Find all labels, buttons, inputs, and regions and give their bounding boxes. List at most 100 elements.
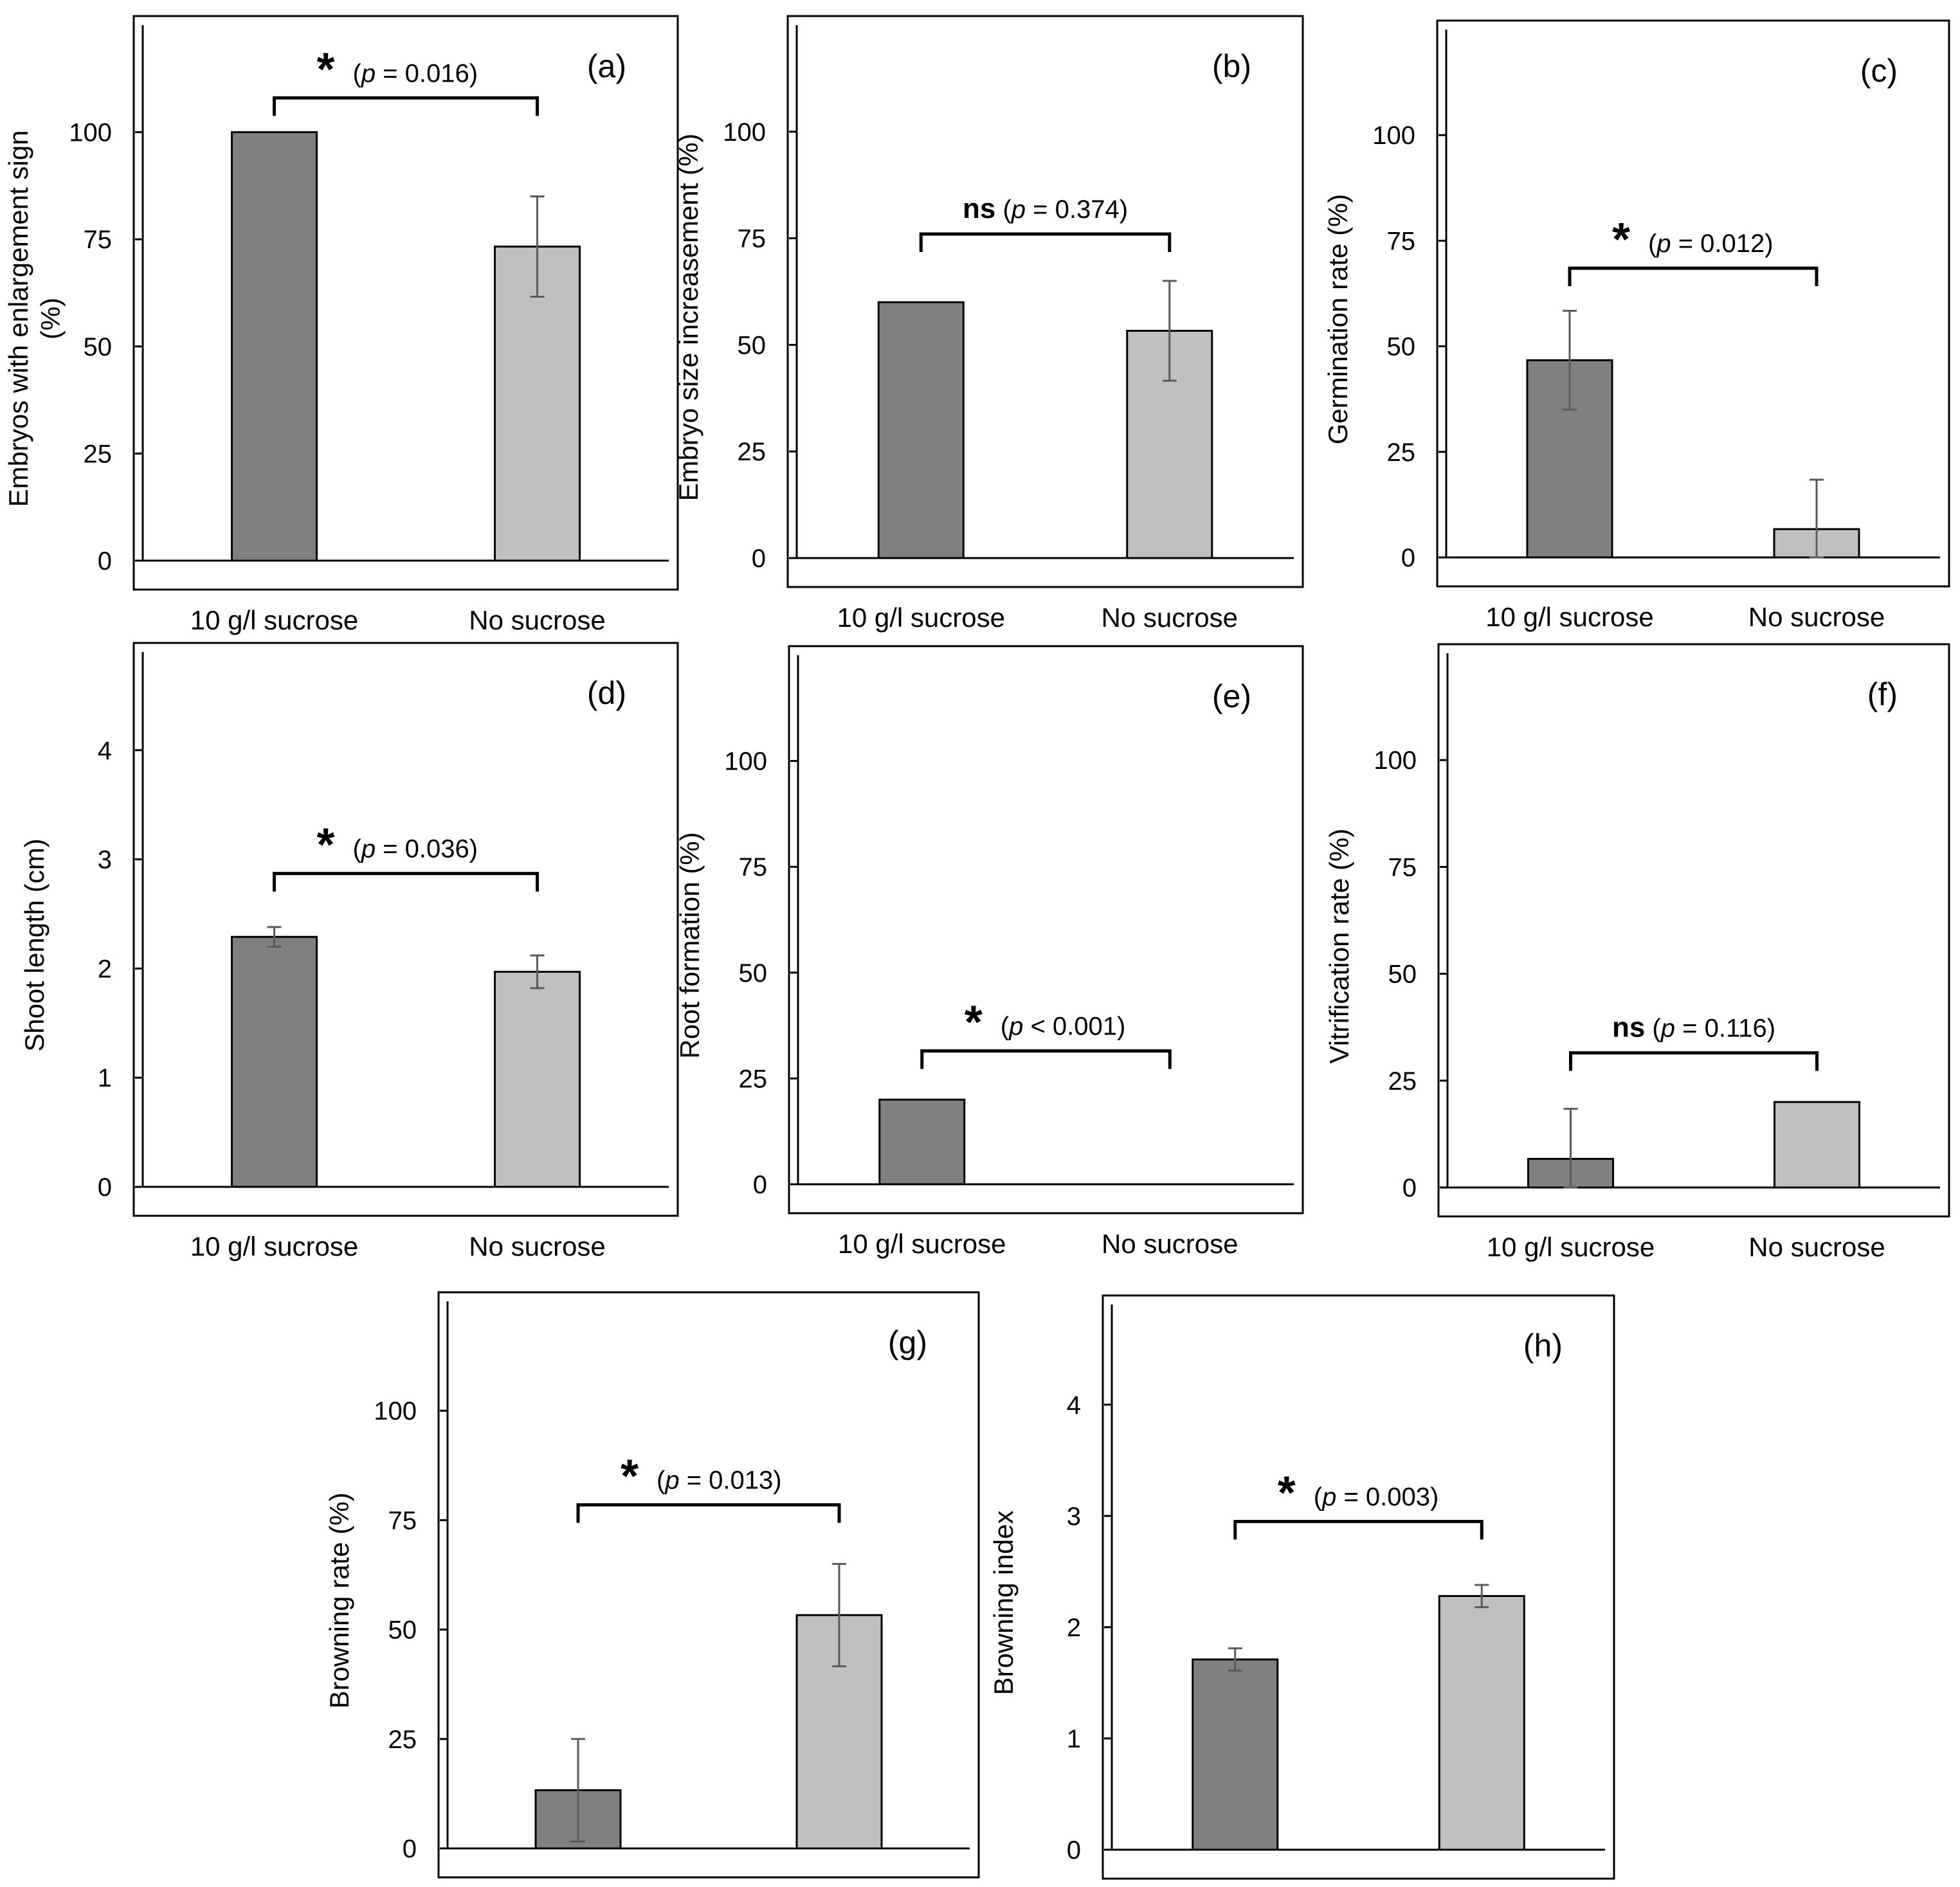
panel-c: 0 25 50 75 100 Germination rate (%) 10 g/l suc…	[1323, 19, 1950, 632]
bar-sucrose	[878, 1098, 966, 1186]
p-value-label: (p = 0.012)	[1648, 230, 1774, 258]
p-value-label: (p = 0.013)	[657, 1467, 782, 1495]
bar-no-sucrose	[1438, 1594, 1525, 1851]
y-axis-label: Embryos with enlargement sign	[3, 131, 33, 507]
y-tick-label: 50	[1387, 333, 1416, 361]
y-tick-label: 100	[1372, 122, 1415, 150]
category-label: 10 g/l sucrose	[190, 1231, 358, 1261]
chart-frame	[132, 642, 679, 1217]
y-tick-label: 75	[1388, 853, 1417, 881]
significance-bracket	[576, 1503, 841, 1523]
y-tick-label: 2	[98, 955, 112, 983]
chart-frame	[786, 15, 1304, 588]
bar-no-sucrose	[494, 246, 581, 562]
bar-sucrose	[231, 935, 318, 1188]
category-label: 10 g/l sucrose	[190, 605, 358, 635]
bar-no-sucrose	[494, 971, 581, 1188]
category-label: No sucrose	[1748, 1232, 1885, 1262]
panel-label: (b)	[1212, 48, 1251, 84]
y-axis-label: Embryo size increasement (%)	[673, 134, 703, 501]
y-tick-label: 100	[724, 748, 767, 776]
category-label: 10 g/l sucrose	[838, 1229, 1006, 1259]
significance-bracket	[273, 872, 539, 892]
y-tick-label: 3	[1067, 1503, 1081, 1531]
y-tick-label: 0	[403, 1835, 417, 1863]
y-tick-label: 75	[1387, 227, 1416, 255]
category-label: No sucrose	[469, 1231, 605, 1261]
bar-sucrose	[1192, 1658, 1279, 1851]
significance-bracket	[1568, 266, 1819, 287]
y-tick-label: 25	[1388, 1067, 1417, 1096]
y-axis-label: Root formation (%)	[675, 832, 705, 1058]
y-tick-label: 1	[1067, 1725, 1081, 1753]
panel-label: (d)	[587, 675, 626, 711]
significance-bracket	[919, 232, 1172, 252]
y-tick-label: 0	[1402, 1174, 1417, 1202]
y-tick-label: 0	[752, 545, 766, 573]
y-axis-label: Vitrification rate (%)	[1324, 829, 1354, 1064]
y-tick-label: 75	[388, 1506, 417, 1535]
significance-star: *	[1278, 1467, 1296, 1519]
y-tick-label: 25	[738, 438, 767, 466]
y-tick-label: 75	[738, 225, 767, 253]
p-value-label: (p = 0.016)	[353, 59, 478, 87]
panel-b: 0 25 50 75 100 Embryo size increasement (%) 10…	[673, 15, 1304, 633]
significance-star: *	[621, 1451, 639, 1503]
p-value-label: (p < 0.001)	[1001, 1013, 1126, 1041]
y-tick-label: 100	[723, 118, 766, 147]
category-label: No sucrose	[1102, 602, 1238, 633]
significance-star: *	[316, 820, 334, 871]
panel-label: (a)	[587, 48, 626, 84]
y-tick-label: 100	[69, 119, 112, 147]
category-label: 10 g/l sucrose	[1485, 602, 1653, 632]
bar-sucrose	[877, 301, 965, 559]
y-tick-label: 25	[388, 1726, 417, 1754]
y-tick-label: 25	[84, 440, 113, 468]
p-value-label: ns (p = 0.116)	[1612, 1012, 1775, 1043]
y-tick-label: 0	[753, 1171, 767, 1199]
chart-frame	[788, 645, 1304, 1214]
category-label: 10 g/l sucrose	[837, 602, 1005, 633]
p-value-label: ns (p = 0.374)	[963, 193, 1128, 224]
category-label: No sucrose	[1102, 1229, 1238, 1259]
significance-star: *	[965, 997, 983, 1049]
panel-label: (g)	[888, 1324, 927, 1360]
significance-star: *	[1612, 214, 1630, 266]
y-tick-label: 0	[1401, 544, 1415, 572]
significance-bracket	[1569, 1051, 1819, 1071]
category-label: No sucrose	[1748, 602, 1885, 632]
y-tick-label: 25	[739, 1065, 768, 1093]
category-label: 10 g/l sucrose	[1487, 1232, 1655, 1262]
y-tick-label: 4	[98, 737, 112, 765]
panel-d: 0 1 2 3 4 Shoot length (cm) 10 g/l sucrose No s…	[19, 642, 679, 1261]
y-tick-label: 0	[98, 547, 112, 575]
panel-label: (f)	[1867, 676, 1898, 712]
y-tick-label: 50	[739, 959, 768, 988]
p-value-label: (p = 0.036)	[353, 835, 478, 863]
y-tick-label: 1	[98, 1064, 112, 1092]
chart-frame	[1436, 19, 1950, 588]
y-tick-label: 75	[739, 853, 768, 881]
y-axis-label: (%)	[35, 298, 66, 339]
chart-frame	[437, 1291, 980, 1879]
panel-label: (c)	[1860, 53, 1898, 89]
y-tick-label: 75	[84, 226, 113, 254]
y-tick-label: 3	[98, 846, 112, 874]
y-tick-label: 4	[1067, 1391, 1081, 1420]
panel-e: 0 25 50 75 100 Root formation (%) 10 g/l sucro…	[675, 645, 1304, 1259]
y-tick-label: 2	[1067, 1614, 1081, 1642]
significance-bracket	[920, 1049, 1172, 1069]
chart-frame	[1437, 643, 1950, 1218]
y-tick-label: 50	[738, 331, 767, 359]
bar-no-sucrose	[1774, 1101, 1860, 1189]
significance-star: *	[316, 44, 334, 95]
y-tick-label: 50	[388, 1616, 417, 1645]
significance-bracket	[1233, 1519, 1484, 1540]
panel-f: 0 25 50 75 100 Vitrification rate (%) 10 g/l s…	[1324, 643, 1950, 1262]
y-axis-label: Germination rate (%)	[1323, 194, 1353, 445]
y-tick-label: 50	[1388, 961, 1417, 989]
